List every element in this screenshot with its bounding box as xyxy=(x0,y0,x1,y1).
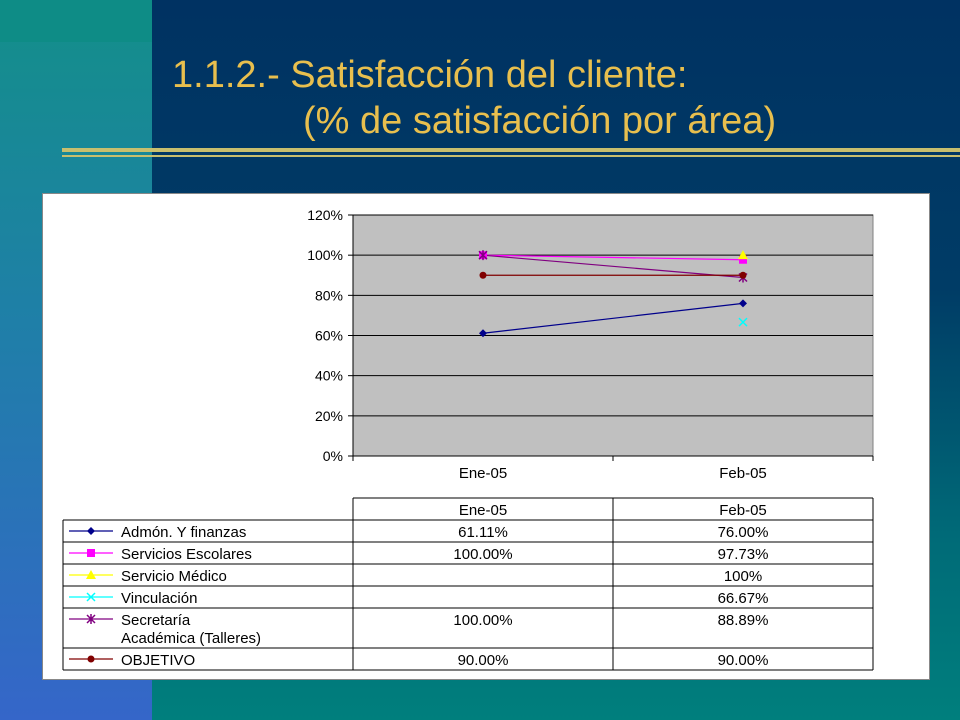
table-value-cell: 90.00% xyxy=(458,652,509,669)
table-value-cell: 76.00% xyxy=(718,524,769,541)
x-tick-label: Feb-05 xyxy=(719,465,767,482)
data-point-2-1 xyxy=(738,250,748,260)
legend-label: Vinculación xyxy=(121,590,197,607)
y-tick-label: 100% xyxy=(307,247,343,263)
data-point-0-1 xyxy=(739,299,747,308)
series-line-0 xyxy=(482,302,744,334)
data-point-5-1 xyxy=(739,271,747,279)
title-rule-thin xyxy=(62,155,960,157)
legend-key-marker-3 xyxy=(86,592,96,602)
legend-key-marker-2 xyxy=(86,570,96,579)
legend-label: OBJETIVO xyxy=(121,652,195,669)
data-point-1-1 xyxy=(739,255,747,264)
y-tick-label: 80% xyxy=(315,287,343,303)
slide-title-line1: 1.1.2.- Satisfacción del cliente: xyxy=(172,54,688,96)
table-value-cell: 61.11% xyxy=(458,524,508,541)
x-tick-label: Ene-05 xyxy=(459,465,507,482)
table-value-cell: 66.67% xyxy=(718,590,769,607)
table-header-cell: Feb-05 xyxy=(719,502,767,519)
y-tick-label: 60% xyxy=(315,328,343,344)
legend-label: Servicio Médico xyxy=(121,568,227,585)
y-tick-label: 40% xyxy=(315,368,343,384)
data-point-4-0 xyxy=(478,250,488,261)
legend-key-marker-5 xyxy=(87,655,95,663)
line-chart: 0% 20% 40% 60% 80% 100% 120% Ene-05 Feb-05 Ene-05… xyxy=(62,207,874,671)
table-value-cell: 90.00% xyxy=(718,652,769,669)
chart-panel: 0% 20% 40% 60% 80% 100% 120% Ene-05 Feb-05 Ene-05… xyxy=(42,193,930,680)
series-line-1 xyxy=(482,254,744,261)
table-value-cell: 88.89% xyxy=(718,612,769,629)
table-value-cell: 100% xyxy=(724,568,762,585)
y-tick-label: 120% xyxy=(307,207,343,223)
data-point-0-0 xyxy=(479,329,487,338)
data-point-5-0 xyxy=(479,271,487,279)
legend-label: Secretaría xyxy=(121,612,191,629)
legend-key-marker-4 xyxy=(86,614,96,624)
table-value-cell: 97.73% xyxy=(718,546,769,563)
title-rule-thick xyxy=(62,148,960,152)
slide-sidebar-accent xyxy=(0,0,152,42)
legend-label: Académica (Talleres) xyxy=(121,630,261,647)
legend-key-marker-1 xyxy=(87,549,95,557)
legend-label: Servicios Escolares xyxy=(121,546,252,563)
legend-key-marker-0 xyxy=(87,527,95,535)
slide-title-line2: (% de satisfacción por área) xyxy=(303,100,777,142)
y-tick-label: 20% xyxy=(315,408,343,424)
data-point-3-1 xyxy=(738,317,748,327)
table-value-cell: 100.00% xyxy=(453,612,512,629)
y-tick-label: 0% xyxy=(323,448,343,464)
legend-label: Admón. Y finanzas xyxy=(121,524,246,541)
series-line-4 xyxy=(482,254,744,279)
slide-title: 1.1.2.- Satisfacción del cliente: (% de … xyxy=(172,52,776,144)
table-header-cell: Ene-05 xyxy=(459,502,507,519)
table-value-cell: 100.00% xyxy=(453,546,512,563)
